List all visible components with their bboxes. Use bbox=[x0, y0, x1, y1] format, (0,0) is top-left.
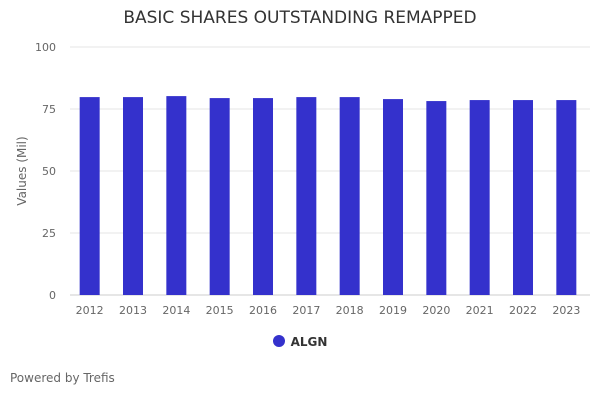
bar bbox=[556, 100, 577, 296]
y-tick-label: 50 bbox=[42, 165, 56, 178]
legend[interactable]: ALGN bbox=[0, 335, 600, 349]
y-tick-label: 25 bbox=[42, 227, 56, 240]
bar bbox=[296, 97, 317, 295]
bar bbox=[426, 101, 447, 296]
legend-label: ALGN bbox=[290, 335, 328, 349]
x-tick-label: 2012 bbox=[76, 304, 104, 317]
bar-chart: 0 25 50 75 100 Values (Mil) 2012 2013 2014 2015 20… bbox=[15, 41, 590, 317]
x-tick-label: 2022 bbox=[509, 304, 537, 317]
x-tick-label: 2015 bbox=[206, 304, 234, 317]
y-tick-label: 0 bbox=[49, 289, 56, 302]
bar bbox=[166, 96, 187, 295]
legend-marker bbox=[272, 335, 285, 347]
bar bbox=[383, 99, 403, 295]
powered-by: Powered by Trefis bbox=[10, 371, 115, 385]
y-tick-label: 100 bbox=[35, 41, 56, 54]
y-axis-label: Values (Mil) bbox=[15, 136, 29, 205]
x-tick-label: 2013 bbox=[119, 304, 147, 317]
bar bbox=[79, 97, 100, 295]
y-tick-label: 75 bbox=[42, 103, 56, 116]
x-tick-label: 2014 bbox=[162, 304, 190, 317]
bar bbox=[513, 100, 533, 296]
bar bbox=[209, 98, 230, 295]
x-tick-label: 2020 bbox=[422, 304, 450, 317]
x-tick-label: 2021 bbox=[466, 304, 494, 317]
bar bbox=[469, 100, 490, 296]
x-tick-label: 2023 bbox=[552, 304, 580, 317]
x-tick-label: 2016 bbox=[249, 304, 277, 317]
x-tick-label: 2019 bbox=[379, 304, 407, 317]
bar bbox=[123, 97, 143, 295]
x-tick-label: 2018 bbox=[336, 304, 364, 317]
chart-title: BASIC SHARES OUTSTANDING REMAPPED bbox=[123, 8, 477, 28]
x-tick-label: 2017 bbox=[292, 304, 320, 317]
bar bbox=[339, 97, 360, 295]
bar bbox=[253, 98, 273, 295]
